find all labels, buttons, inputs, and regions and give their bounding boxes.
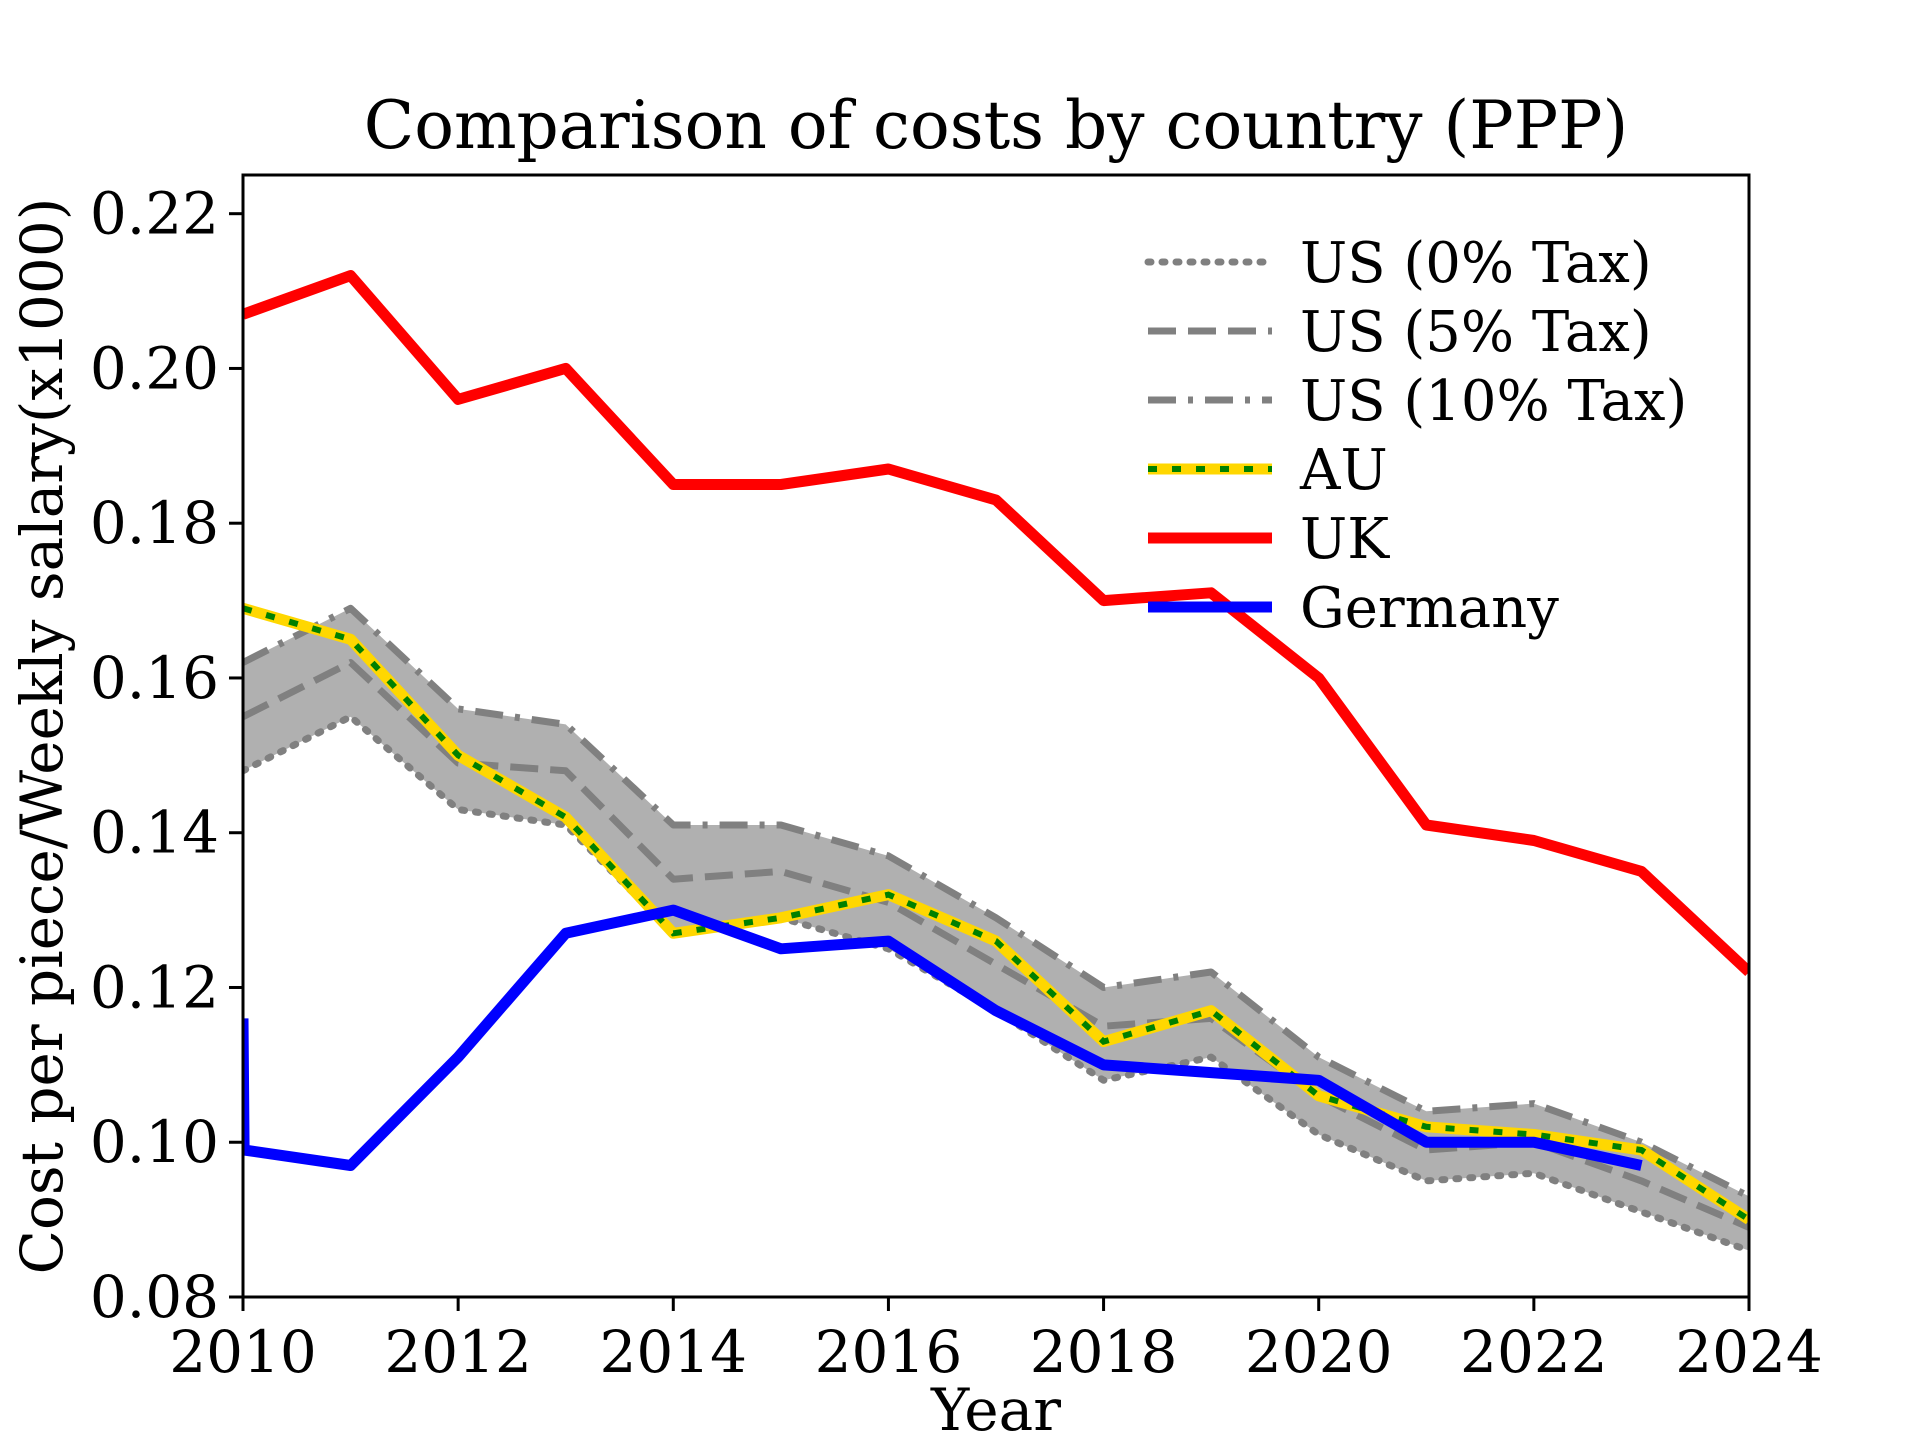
x-tick-label: 2022 (1460, 1318, 1608, 1386)
x-tick-label: 2012 (384, 1318, 532, 1386)
series-germany (243, 904, 1643, 1171)
legend-label: US (10% Tax) (1300, 369, 1687, 434)
legend-label: US (0% Tax) (1300, 231, 1652, 296)
series-uk (243, 270, 1749, 977)
x-tick-label: 2010 (169, 1318, 317, 1386)
line-us-5-tax (243, 659, 1749, 1231)
x-tick-label: 2020 (1245, 1318, 1393, 1386)
x-axis-label: Year (930, 1376, 1061, 1440)
x-axis: 2010 2012 2014 2016 2018 2020 2022 2024 (169, 1297, 1823, 1386)
y-tick-label: 0.14 (90, 799, 219, 867)
series-us-10-tax (243, 604, 1749, 1200)
x-tick-label: 2014 (599, 1318, 747, 1386)
y-tick-label: 0.10 (90, 1108, 219, 1176)
y-tick-label: 0.20 (90, 334, 219, 402)
legend-label: US (5% Tax) (1300, 300, 1652, 365)
line-us-10-tax (243, 604, 1749, 1200)
y-tick-label: 0.16 (90, 644, 219, 712)
legend-label: UK (1300, 507, 1390, 572)
y-tick-label: 0.08 (90, 1263, 219, 1331)
chart-title: Comparison of costs by country (PPP) (364, 87, 1629, 164)
legend-entry-germany: Germany (1148, 576, 1559, 641)
legend-entry-us-10-tax: US (10% Tax) (1148, 369, 1687, 434)
line-au-dash (243, 605, 1749, 1223)
series-lines (243, 270, 1749, 1255)
y-tick-label: 0.22 (90, 180, 219, 248)
y-tick-label: 0.12 (90, 953, 219, 1021)
x-tick-label: 2024 (1675, 1318, 1823, 1386)
y-tick-label: 0.18 (90, 489, 219, 557)
legend-entry-us-0-tax: US (0% Tax) (1144, 231, 1652, 296)
y-axis: 0.08 0.10 0.12 0.14 0.16 0.18 0.20 0.22 (90, 180, 243, 1331)
us-tax-band (243, 608, 1749, 1251)
line-uk (243, 270, 1749, 977)
legend-label: Germany (1300, 576, 1559, 641)
legend-entry-us-5-tax: US (5% Tax) (1148, 300, 1652, 365)
series-au (243, 603, 1749, 1225)
y-axis-label: Cost per piece/Weekly salary(x1000) (8, 198, 76, 1275)
series-us-5-tax (243, 659, 1749, 1231)
x-tick-label: 2016 (815, 1318, 963, 1386)
x-tick-label: 2018 (1030, 1318, 1178, 1386)
legend: US (0% Tax)US (5% Tax)US (10% Tax)AUUKGe… (1144, 231, 1687, 641)
plot-frame (241, 173, 1751, 1299)
legend-entry-au: AU (1148, 438, 1388, 503)
legend-label: AU (1299, 438, 1388, 503)
legend-entry-uk: UK (1148, 507, 1390, 572)
line-germany (243, 904, 1643, 1171)
band-fill (243, 608, 1749, 1251)
